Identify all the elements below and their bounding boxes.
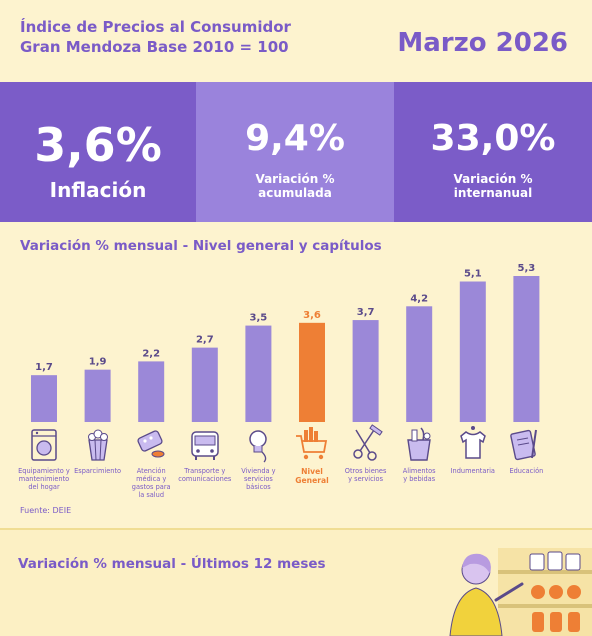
monthly-variation-bar-chart: 1,7 1,9 2,2 2,7 3,5 3,6 3,7 4,2 5,1 5,3 bbox=[31, 263, 540, 422]
category-label-line: gastos para bbox=[131, 483, 171, 491]
category-3: Atención médica y gastos para la salud bbox=[118, 424, 184, 499]
bar-value-label-5: 3,5 bbox=[250, 313, 268, 324]
bar-value-label-1: 1,7 bbox=[35, 362, 53, 373]
category-label-line: Nivel bbox=[301, 467, 323, 476]
category-2: Esparcimiento bbox=[65, 424, 131, 475]
category-9: Indumentaria bbox=[440, 424, 506, 475]
grocery-bag-icon bbox=[407, 427, 432, 461]
bus-icon bbox=[191, 431, 219, 460]
category-label-5: Vivienda y servicios básicos bbox=[225, 467, 291, 491]
kpi-interannual-label-line2: internanual bbox=[453, 186, 533, 200]
category-label-line: la salud bbox=[138, 491, 165, 499]
kpi-interannual: 33,0% Variación % internanual bbox=[394, 82, 592, 222]
category-labels: Equipamiento y mantenimiento del hogar Espa… bbox=[0, 424, 592, 514]
kpi-accumulated-label: Variación % acumulada bbox=[196, 172, 394, 200]
bar-2 bbox=[84, 369, 111, 422]
bar-7 bbox=[352, 320, 379, 422]
category-label-line: Alimentos bbox=[402, 467, 436, 475]
category-label-10: Educación bbox=[493, 467, 559, 475]
bar-value-label-2: 1,9 bbox=[89, 357, 107, 368]
kpi-interannual-value: 33,0% bbox=[430, 118, 556, 159]
bottom-section-title: Variación % mensual - Últimos 12 meses bbox=[18, 556, 326, 572]
report-date: Marzo 2026 bbox=[397, 28, 568, 58]
category-label-line: Atención bbox=[136, 467, 166, 475]
kpi-accumulated-label-line2: acumulada bbox=[258, 186, 332, 200]
chart-title: Variación % mensual - Nivel general y ca… bbox=[20, 238, 382, 254]
category-6: Nivel General bbox=[279, 424, 345, 485]
category-label-line: General bbox=[295, 476, 329, 485]
shopping-cart-icon bbox=[296, 427, 328, 460]
bar-9 bbox=[459, 281, 486, 422]
category-label-line: mantenimiento bbox=[18, 475, 70, 483]
bar-value-label-9: 5,1 bbox=[464, 269, 482, 280]
category-label-2: Esparcimiento bbox=[65, 467, 131, 475]
shopper-illustration bbox=[449, 548, 592, 636]
kpi-accumulated-label-line1: Variación % bbox=[255, 172, 335, 186]
category-1: Equipamiento y mantenimiento del hogar bbox=[11, 424, 77, 491]
category-label-line: y servicios bbox=[348, 475, 384, 483]
bar-8 bbox=[406, 306, 433, 422]
category-7: Otros bienes y servicios bbox=[333, 424, 399, 483]
category-4: Transporte y comunicaciones bbox=[172, 424, 238, 483]
scissors-comb-icon bbox=[352, 424, 383, 461]
category-label-line: Vivienda y bbox=[241, 467, 276, 475]
kpi-interannual-label: Variación % internanual bbox=[394, 172, 592, 200]
category-label-9: Indumentaria bbox=[440, 467, 506, 475]
category-label-line: Transporte y bbox=[184, 467, 226, 475]
kpi-accumulated-value: 9,4% bbox=[245, 118, 345, 159]
category-label-line: del hogar bbox=[28, 483, 60, 491]
category-label-4: Transporte y comunicaciones bbox=[172, 467, 238, 483]
category-5: Vivienda y servicios básicos bbox=[225, 424, 291, 491]
category-label-line: Indumentaria bbox=[450, 467, 495, 475]
category-label-line: y bebidas bbox=[403, 475, 436, 483]
header: Índice de Precios al Consumidor Gran Men… bbox=[0, 0, 592, 82]
kpi-inflation-value: 3,6% bbox=[34, 118, 162, 172]
bar-value-label-7: 3,7 bbox=[357, 307, 375, 318]
washing-machine-icon bbox=[31, 429, 57, 461]
kpi-inflation: 3,6% Inflación bbox=[0, 82, 196, 222]
category-label-line: médica y bbox=[136, 475, 167, 483]
kpi-accumulated: 9,4% Variación % acumulada bbox=[196, 82, 394, 222]
kpi-inflation-label: Inflación bbox=[49, 178, 147, 202]
popcorn-icon bbox=[87, 429, 108, 461]
category-label-line: Esparcimiento bbox=[74, 467, 122, 475]
category-label-7: Otros bienes y servicios bbox=[333, 467, 399, 483]
tshirt-icon bbox=[459, 426, 486, 459]
category-label-line: básicos bbox=[246, 483, 271, 491]
category-label-1: Equipamiento y mantenimiento del hogar bbox=[11, 467, 77, 491]
category-label-8: Alimentos y bebidas bbox=[386, 467, 452, 483]
page-title: Índice de Precios al Consumidor bbox=[20, 18, 291, 36]
section-divider bbox=[0, 528, 592, 530]
bar-5 bbox=[245, 325, 272, 422]
kpi-strip: 3,6% Inflación 9,4% Variación % acumulad… bbox=[0, 82, 592, 222]
kpi-interannual-label-line1: Variación % bbox=[453, 172, 533, 186]
source-note: Fuente: DEIE bbox=[20, 506, 72, 515]
category-label-line: servicios bbox=[243, 475, 273, 483]
bar-value-label-6: 3,6 bbox=[303, 310, 321, 321]
notebook-pen-icon bbox=[510, 429, 538, 461]
category-10: Educación bbox=[493, 424, 559, 475]
bar-6 bbox=[299, 322, 325, 422]
pills-icon bbox=[137, 430, 165, 458]
bar-10 bbox=[513, 276, 540, 422]
bar-3 bbox=[138, 361, 165, 422]
category-label-line: comunicaciones bbox=[178, 475, 232, 483]
bar-value-label-8: 4,2 bbox=[410, 293, 428, 304]
category-label-6: Nivel General bbox=[279, 467, 345, 485]
category-label-line: Otros bienes bbox=[344, 467, 387, 475]
category-label-3: Atención médica y gastos para la salud bbox=[118, 467, 184, 499]
bar-1 bbox=[31, 375, 57, 422]
bar-4 bbox=[191, 347, 218, 422]
page-subtitle: Gran Mendoza Base 2010 = 100 bbox=[20, 38, 289, 56]
lightbulb-icon bbox=[249, 430, 268, 463]
category-8: Alimentos y bebidas bbox=[386, 424, 452, 483]
bar-value-label-3: 2,2 bbox=[142, 348, 160, 359]
bar-value-label-4: 2,7 bbox=[196, 335, 214, 346]
bar-value-label-10: 5,3 bbox=[518, 263, 536, 274]
category-label-line: Educación bbox=[509, 467, 544, 475]
category-label-line: Equipamiento y bbox=[18, 467, 70, 475]
